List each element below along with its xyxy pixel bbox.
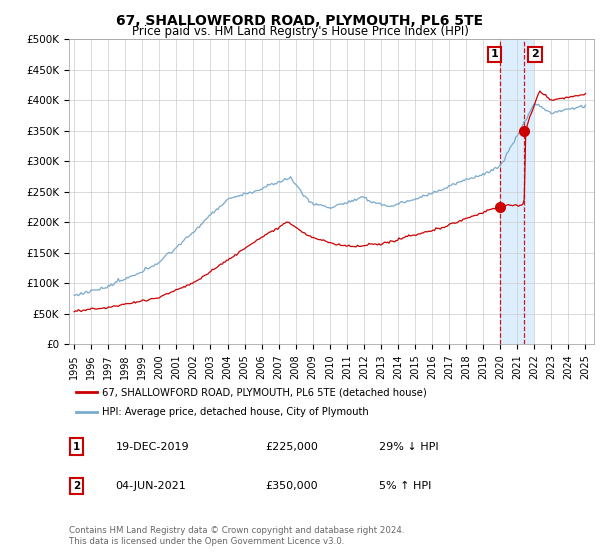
Text: 67, SHALLOWFORD ROAD, PLYMOUTH, PL6 5TE (detached house): 67, SHALLOWFORD ROAD, PLYMOUTH, PL6 5TE … xyxy=(102,387,427,397)
Text: 2: 2 xyxy=(531,49,539,59)
Text: 1: 1 xyxy=(491,49,499,59)
Text: Price paid vs. HM Land Registry's House Price Index (HPI): Price paid vs. HM Land Registry's House … xyxy=(131,25,469,38)
Text: HPI: Average price, detached house, City of Plymouth: HPI: Average price, detached house, City… xyxy=(102,407,368,417)
Text: Contains HM Land Registry data © Crown copyright and database right 2024.
This d: Contains HM Land Registry data © Crown c… xyxy=(69,526,404,546)
Text: 29% ↓ HPI: 29% ↓ HPI xyxy=(379,442,438,451)
Text: 19-DEC-2019: 19-DEC-2019 xyxy=(115,442,189,451)
Text: 04-JUN-2021: 04-JUN-2021 xyxy=(115,481,186,491)
Text: 1: 1 xyxy=(73,442,80,451)
Text: £350,000: £350,000 xyxy=(265,481,318,491)
Text: 5% ↑ HPI: 5% ↑ HPI xyxy=(379,481,431,491)
Text: 2: 2 xyxy=(73,481,80,491)
Bar xyxy=(500,39,533,344)
Text: £225,000: £225,000 xyxy=(265,442,318,451)
Text: 67, SHALLOWFORD ROAD, PLYMOUTH, PL6 5TE: 67, SHALLOWFORD ROAD, PLYMOUTH, PL6 5TE xyxy=(116,14,484,28)
